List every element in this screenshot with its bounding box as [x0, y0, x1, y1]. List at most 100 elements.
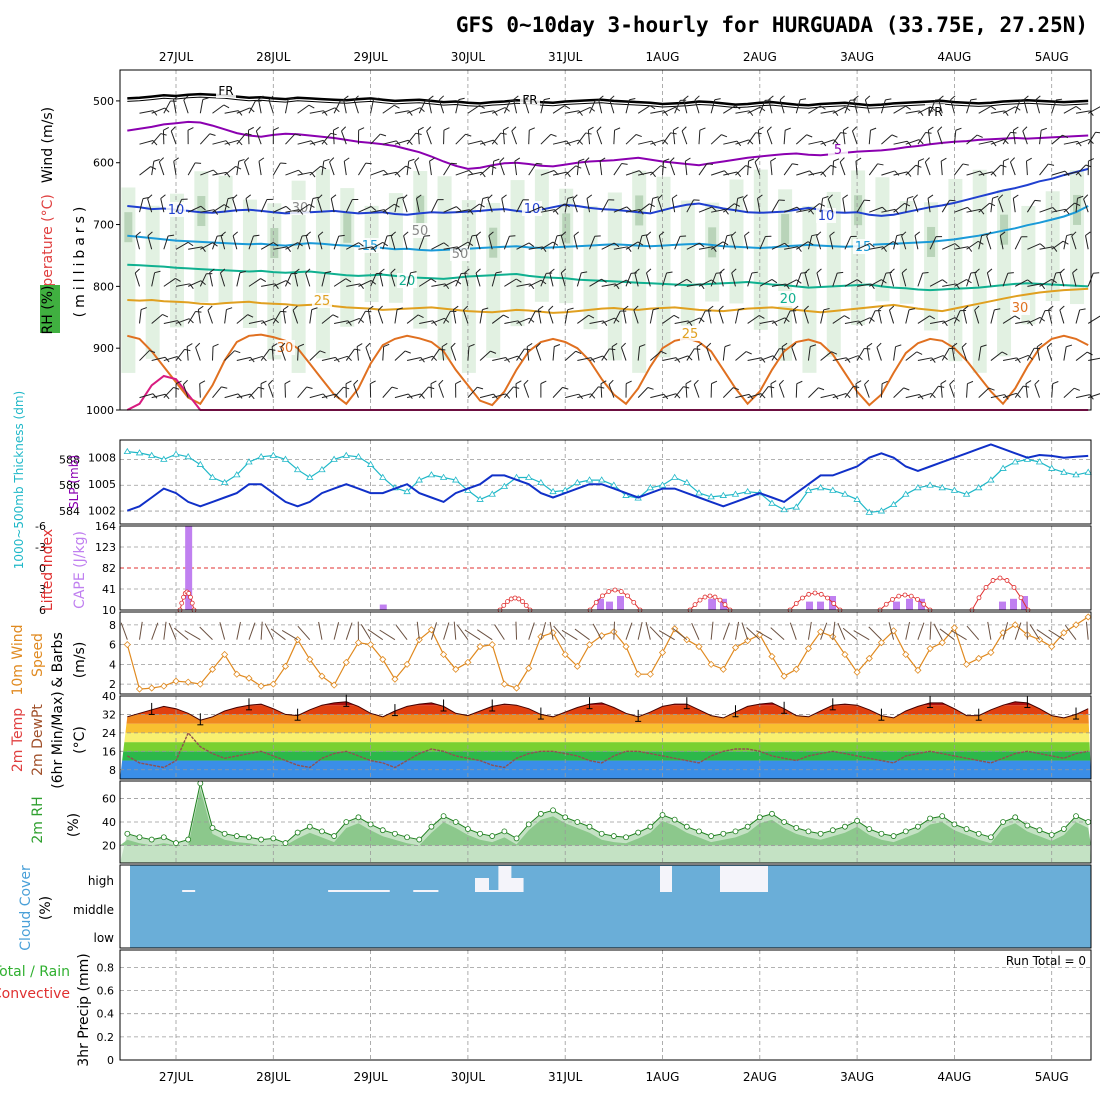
upper-wind-barb: [893, 387, 904, 398]
rh-legend-bar: [40, 285, 60, 333]
upper-wind-barb: [564, 198, 569, 213]
upper-wind-barb: [634, 272, 639, 287]
wind-barb-feather: [754, 157, 760, 163]
wind-barb-feather: [455, 380, 462, 385]
wind-barb-feather: [731, 268, 737, 274]
upper-wind-barb: [710, 273, 717, 287]
wind-barb-feather: [1007, 272, 1014, 274]
rh-marker: [574, 819, 581, 825]
upper-wind-barb: [747, 272, 753, 287]
slp-label: SLP (mb): [67, 455, 81, 509]
upper-wind-barb: [346, 242, 359, 250]
cape-bar-small: [893, 601, 900, 610]
upper-wind-barb: [771, 242, 785, 250]
wind-barb-feather: [949, 199, 956, 202]
upper-wind-barb: [175, 318, 190, 324]
precip-tick: 0.8: [97, 961, 115, 974]
thickness-marker: [1060, 468, 1068, 475]
wind-barb-feather: [869, 243, 875, 248]
wind-barb-feather: [1003, 139, 1009, 145]
wind-barb-feather: [751, 271, 758, 274]
wind10m-barb: [297, 625, 311, 640]
wind-barb-feather: [318, 231, 324, 237]
temp2m-unit: (°C): [72, 726, 88, 754]
upper-wind-barb: [633, 309, 639, 324]
cape-bar-small: [597, 598, 604, 610]
wind-barb-feather: [1095, 131, 1100, 134]
upper-wind-barb: [986, 235, 992, 250]
wind-barb-feather: [608, 379, 614, 385]
precip-tick: 0.2: [97, 1031, 115, 1044]
wind-barb-feather: [906, 140, 912, 147]
upper-wind-barb: [613, 206, 628, 213]
rh-marker: [513, 835, 520, 842]
wind-barb-feather: [487, 194, 493, 200]
wind-barb-feather: [164, 107, 170, 113]
upper-wind-barb: [589, 236, 596, 250]
upper-wind-barb: [513, 99, 518, 114]
upper-wind-barb: [820, 110, 835, 114]
upper-wind-barb: [722, 387, 734, 398]
wind-barb-feather: [142, 196, 150, 200]
upper-wind-barb: [394, 309, 398, 324]
rh-marker: [160, 834, 167, 841]
wind10m-marker: [1072, 621, 1080, 629]
isotherm-label: 5: [834, 143, 842, 158]
upper-wind-barb: [1039, 310, 1046, 324]
wind-barb-feather: [833, 158, 840, 162]
top-date-label: 31JUL: [548, 50, 583, 64]
upper-wind-barb: [662, 314, 675, 324]
wind10m-marker: [500, 680, 508, 688]
wind-barb-feather: [383, 343, 390, 348]
upper-wind-barb: [829, 235, 834, 250]
isotherm-label-bg: [410, 223, 430, 238]
thickness-marker: [1084, 468, 1092, 475]
wind10m-barb: [553, 625, 566, 640]
upper-wind-barb: [683, 99, 688, 114]
wind-barb-feather: [297, 242, 303, 247]
wind10m-marker: [440, 650, 448, 659]
wind-barb-feather: [950, 95, 956, 101]
wind-barb-feather: [319, 350, 326, 354]
upper-wind-barb: [929, 320, 944, 324]
upper-wind-barb: [893, 235, 898, 250]
rh-marker: [319, 828, 325, 835]
wind-barb-feather: [856, 279, 863, 284]
wind10m-barb: [820, 622, 828, 640]
wind-barb-feather: [1034, 199, 1041, 202]
wind-barb-feather: [311, 307, 318, 311]
upper-wind-barb: [938, 99, 943, 114]
upper-wind-barb: [418, 278, 432, 287]
wind-barb-feather: [550, 133, 557, 137]
upper-wind-barb: [382, 203, 395, 213]
upper-wind-barb: [552, 387, 563, 398]
wind-barb-feather: [614, 317, 620, 323]
rh-marker: [829, 827, 836, 834]
cape-bar-small: [806, 601, 813, 610]
upper-wind-barb: [779, 99, 785, 114]
upper-wind-barb: [390, 235, 396, 250]
wind-barb-feather: [976, 134, 983, 138]
upper-wind-barb: [601, 317, 615, 324]
wind-barb-feather: [482, 196, 489, 199]
wind10m-marker: [780, 672, 788, 680]
upper-wind-barb: [540, 241, 554, 250]
wind-barb-feather: [663, 139, 669, 145]
rh-marker: [185, 836, 192, 843]
wind-barb-feather: [479, 203, 485, 208]
wind10m-marker: [123, 641, 131, 649]
upper-wind-barb: [1014, 279, 1028, 287]
upper-wind-barb: [698, 130, 701, 145]
wind10m-marker: [245, 674, 253, 682]
wind-barb-feather: [154, 270, 161, 274]
wind-barb-feather: [1014, 315, 1021, 320]
wind-barb-feather: [1023, 95, 1029, 101]
wind-barb-feather: [892, 241, 899, 245]
li-marker: [181, 594, 186, 600]
thickness-marker: [1047, 464, 1056, 471]
wind-barb-feather: [931, 357, 936, 363]
upper-wind-barb: [467, 140, 482, 145]
upper-wind-barb: [941, 199, 950, 213]
upper-wind-barb: [613, 246, 628, 250]
